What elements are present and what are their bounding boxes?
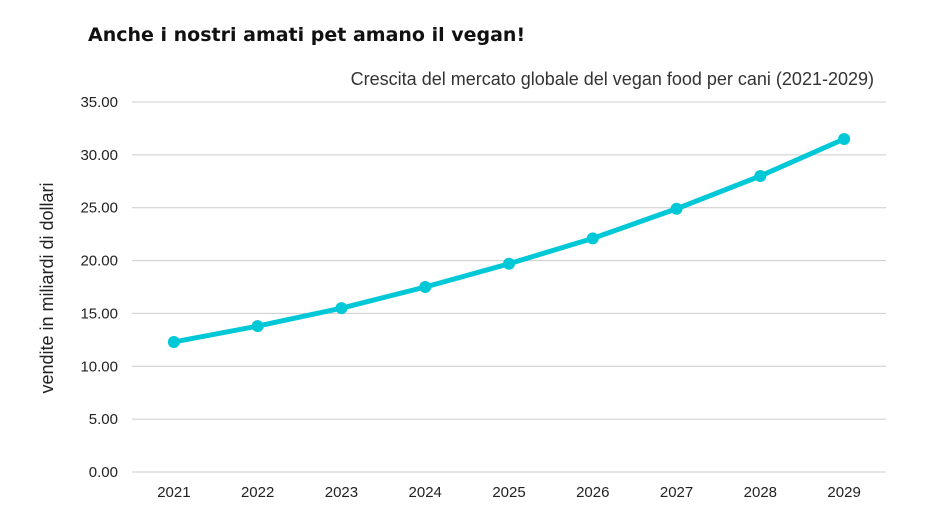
- chart-title: Crescita del mercato globale del vegan f…: [351, 69, 874, 89]
- headline: Anche i nostri amati pet amano il vegan!: [88, 24, 526, 46]
- y-tick-label-5: 25.00: [80, 200, 118, 217]
- series-line: [171, 136, 847, 345]
- data-point-2029: [838, 133, 851, 145]
- x-tick-label-2: 2023: [325, 484, 358, 501]
- data-point-2022: [251, 320, 264, 333]
- gridlines: [132, 101, 886, 473]
- y-tick-label-3: 15.00: [80, 305, 118, 322]
- y-tick-label-1: 5.00: [89, 411, 118, 428]
- data-point-2027: [670, 202, 683, 215]
- y-axis-ticks: 0.00 5.00 10.00 15.00 20.00 25.00 30.00 35.00: [80, 94, 118, 481]
- series-layer: [167, 133, 851, 348]
- y-axis-label: vendite in miliardi di dollari: [37, 182, 57, 393]
- x-tick-label-8: 2029: [827, 484, 860, 501]
- data-point-2026: [586, 232, 599, 245]
- y-tick-label-6: 30.00: [80, 147, 118, 164]
- y-tick-label-7: 35.00: [80, 94, 118, 111]
- x-tick-label-5: 2026: [576, 484, 609, 501]
- x-axis-ticks: 2021 2022 2023 2024 2025 2026 2027 2028 2029: [157, 484, 861, 501]
- y-tick-label-4: 20.00: [80, 253, 118, 270]
- x-tick-label-0: 2021: [157, 484, 190, 501]
- data-point-2021: [167, 335, 180, 348]
- x-tick-label-6: 2027: [660, 484, 693, 501]
- x-tick-label-7: 2028: [744, 484, 777, 501]
- y-tick-label-0: 0.00: [89, 464, 118, 481]
- y-tick-label-2: 10.00: [80, 358, 118, 375]
- x-tick-label-3: 2024: [409, 484, 442, 501]
- data-point-2028: [754, 170, 767, 182]
- data-point-2023: [335, 302, 348, 315]
- x-tick-label-4: 2025: [492, 484, 525, 501]
- data-point-2024: [419, 281, 432, 293]
- data-point-2025: [503, 257, 515, 270]
- x-tick-label-1: 2022: [241, 484, 274, 501]
